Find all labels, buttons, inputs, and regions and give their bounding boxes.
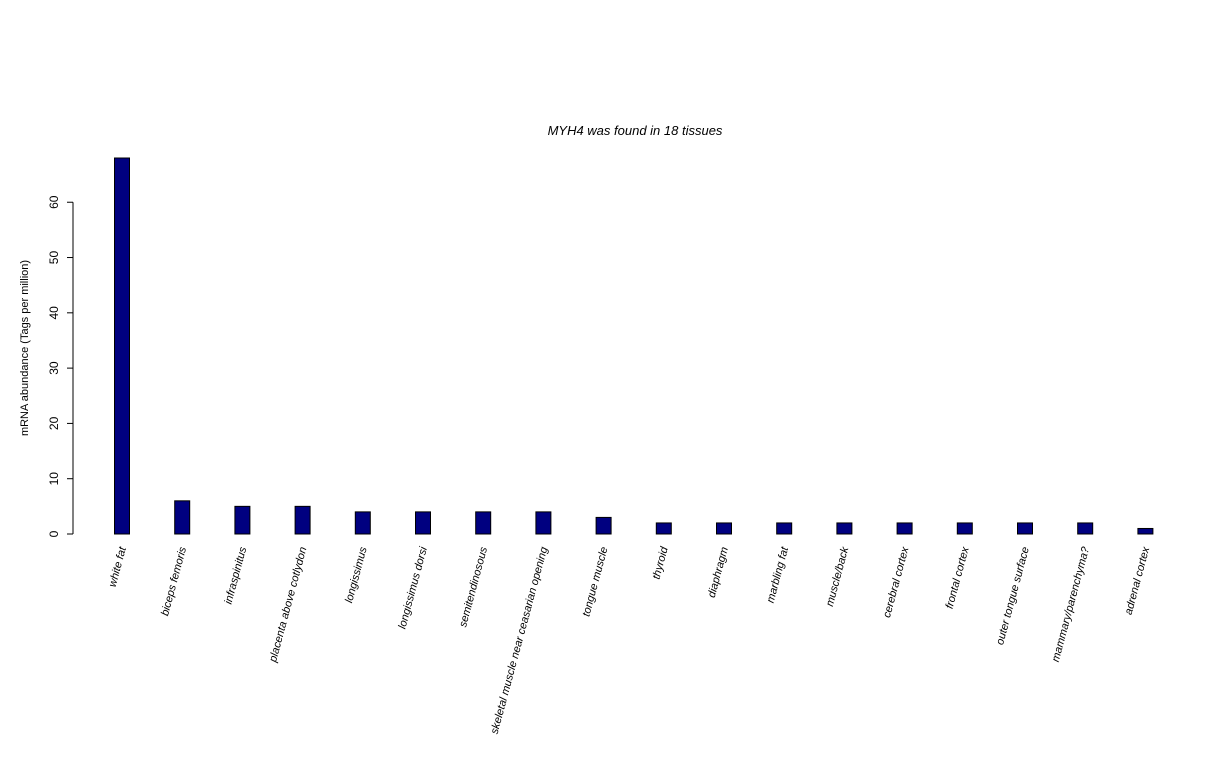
x-tick-label: longissimus xyxy=(343,545,370,604)
x-tick-label: thyroid xyxy=(651,545,671,581)
y-tick-label: 40 xyxy=(47,306,61,320)
bar xyxy=(294,505,311,535)
y-tick-label: 10 xyxy=(47,472,61,486)
x-tick-label: muscle/back xyxy=(824,545,852,608)
x-tick-label: diaphragm xyxy=(706,546,731,599)
bar xyxy=(1077,522,1094,535)
y-tick-label: 50 xyxy=(47,251,61,265)
bars xyxy=(114,157,1154,535)
bar xyxy=(1137,527,1154,535)
bar xyxy=(956,522,973,535)
bar xyxy=(114,157,130,535)
x-tick-label: infraspinitus xyxy=(223,545,250,605)
y-tick-label: 30 xyxy=(47,361,61,375)
x-tick-label: biceps femoris xyxy=(159,545,189,617)
x-tick-label: mammary/parenchyma? xyxy=(1050,545,1093,664)
bar xyxy=(716,522,732,535)
bar xyxy=(174,500,191,535)
x-tick-label: white fat xyxy=(107,545,129,589)
bar xyxy=(475,511,492,535)
x-tick-label: longissimus dorsi xyxy=(396,545,430,630)
bar xyxy=(655,522,672,535)
bar xyxy=(535,511,552,535)
x-axis-labels: white fat biceps femoris infraspinitus plac… xyxy=(107,545,1153,736)
x-tick-label: cerebral cortex xyxy=(881,545,912,619)
chart-title: MYH4 was found in 18 tissues xyxy=(548,123,723,138)
y-tick-label: 20 xyxy=(47,416,61,430)
bar xyxy=(595,516,612,535)
bar xyxy=(234,505,251,535)
x-tick-label: adrenal cortex xyxy=(1123,545,1153,616)
bar xyxy=(415,511,431,535)
bar xyxy=(896,522,913,535)
x-tick-label: frontal cortex xyxy=(944,545,972,610)
y-tick-label: 60 xyxy=(47,195,61,209)
y-axis-label: mRNA abundance (Tags per million) xyxy=(19,260,31,436)
y-axis: 0 10 20 30 40 50 60 xyxy=(47,195,74,537)
x-tick-label: placenta above cotlydon xyxy=(267,546,310,665)
x-tick-label: skeletal muscle near ceasarian opening xyxy=(489,545,551,736)
bar xyxy=(836,522,853,535)
x-tick-label: tongue muscle xyxy=(580,546,610,618)
x-tick-label: semitendinosous xyxy=(457,545,490,628)
bar xyxy=(1017,522,1033,535)
x-tick-label: marbling fat xyxy=(765,545,792,605)
x-tick-label: outer tongue surface xyxy=(994,546,1032,647)
bar xyxy=(776,522,793,535)
bar xyxy=(354,511,371,535)
y-tick-label: 0 xyxy=(47,530,61,537)
